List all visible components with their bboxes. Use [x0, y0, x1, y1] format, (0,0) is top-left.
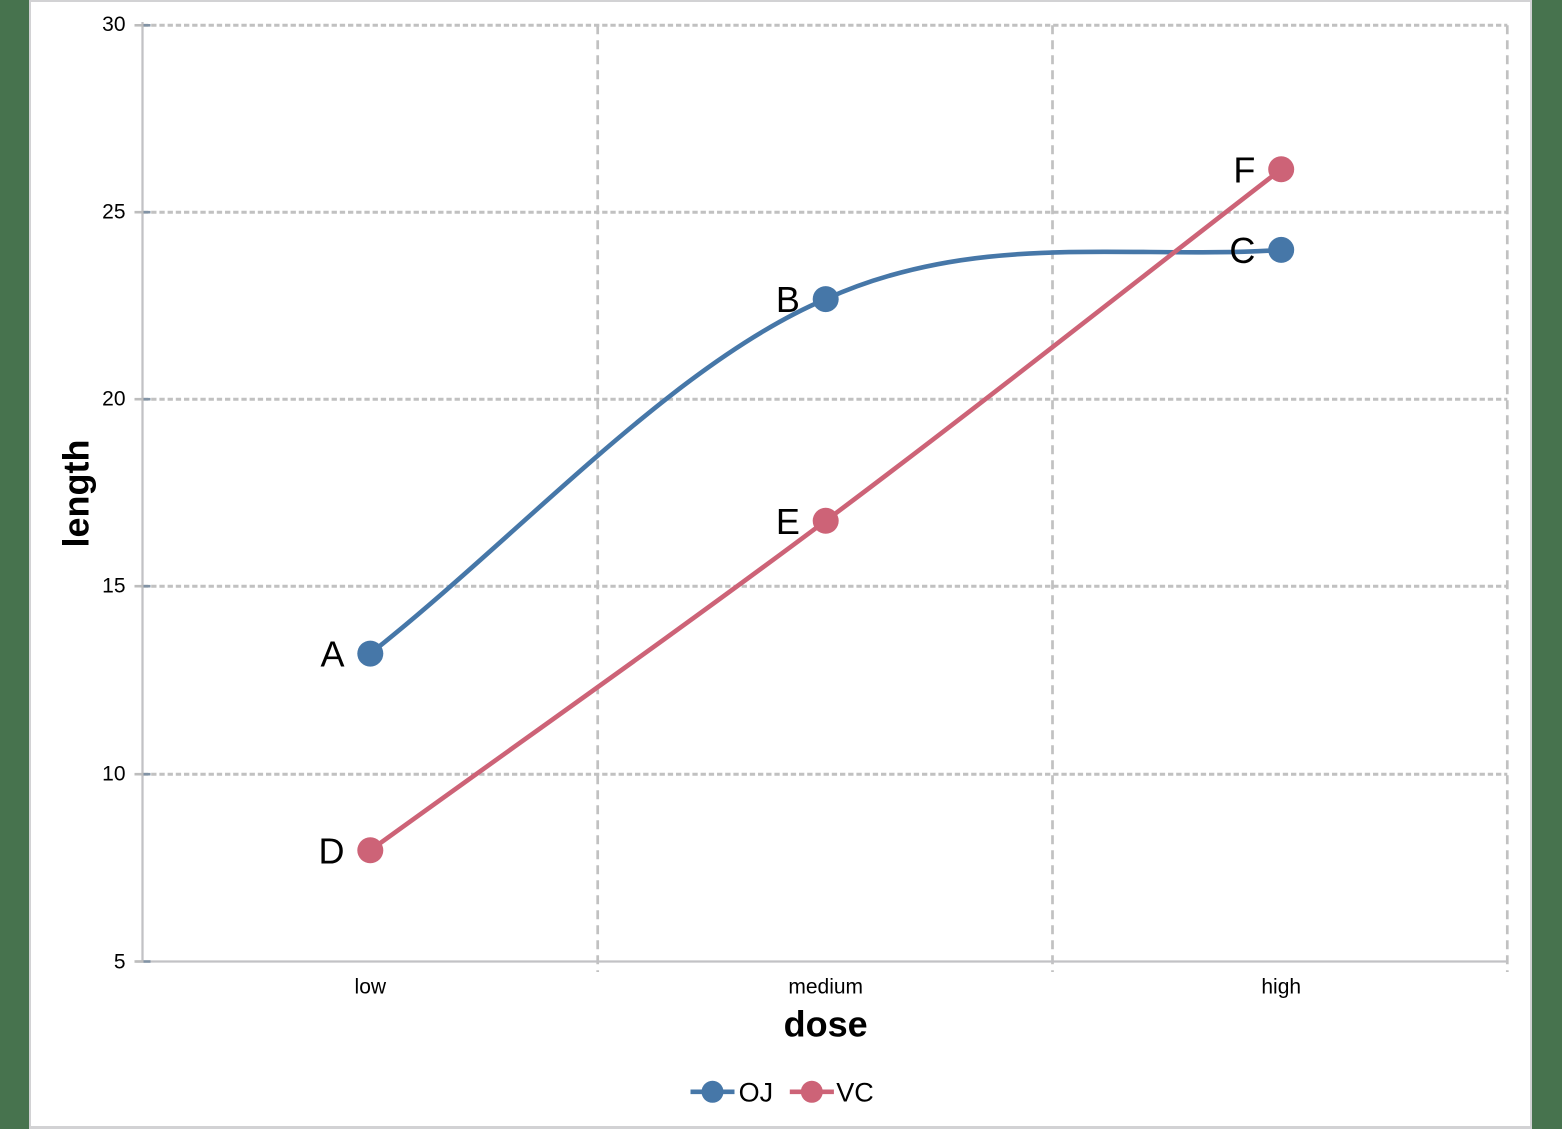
svg-text:30: 30 [102, 13, 125, 36]
svg-text:C: C [1229, 230, 1255, 271]
svg-text:F: F [1233, 149, 1255, 190]
svg-text:D: D [319, 830, 345, 871]
svg-text:length: length [56, 440, 97, 548]
svg-text:A: A [320, 634, 344, 675]
svg-text:5: 5 [114, 950, 126, 973]
svg-text:E: E [776, 501, 800, 542]
svg-text:20: 20 [102, 388, 125, 411]
svg-text:dose: dose [784, 1004, 868, 1045]
svg-text:15: 15 [102, 575, 125, 598]
svg-text:high: high [1261, 976, 1301, 999]
svg-text:10: 10 [102, 763, 125, 786]
svg-text:B: B [776, 279, 800, 320]
svg-text:25: 25 [102, 201, 125, 224]
svg-text:medium: medium [788, 976, 863, 999]
svg-text:OJ: OJ [739, 1078, 774, 1108]
svg-text:low: low [355, 976, 387, 999]
svg-text:VC: VC [836, 1078, 874, 1108]
